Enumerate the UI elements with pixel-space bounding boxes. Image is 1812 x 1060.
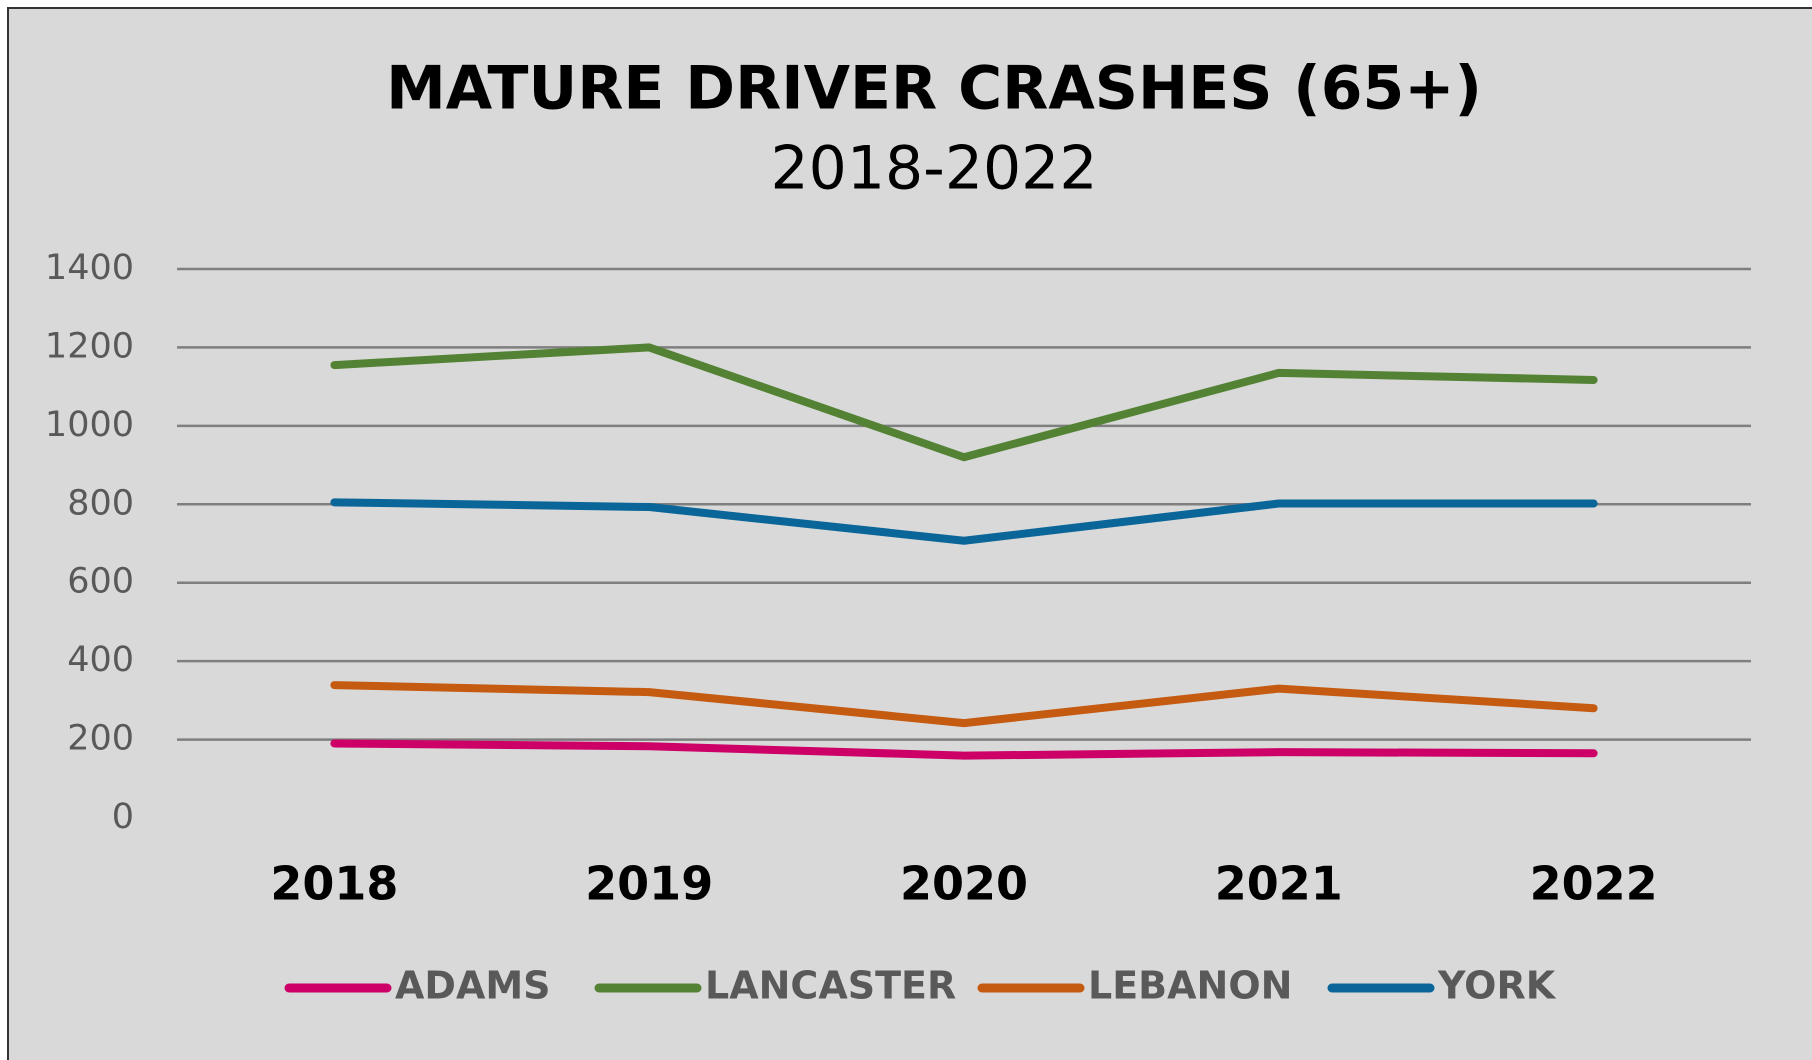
- legend-label: LEBANON: [1088, 964, 1292, 1008]
- y-tick-label: 800: [67, 483, 134, 523]
- x-tick-label: 2020: [900, 857, 1028, 911]
- series-line: [330, 498, 1598, 545]
- y-tick-label: 200: [67, 719, 134, 759]
- x-tick-label: 2021: [1215, 857, 1343, 911]
- legend-label: ADAMS: [395, 964, 551, 1008]
- x-tick-label: 2019: [585, 857, 713, 911]
- y-tick-label: 400: [67, 640, 134, 680]
- series-line: [330, 681, 1598, 728]
- legend-label: LANCASTER: [705, 964, 956, 1008]
- y-tick-label: 1000: [45, 405, 134, 445]
- y-tick-label: 1400: [45, 248, 134, 288]
- legend-label: YORK: [1437, 964, 1557, 1008]
- chart-title: MATURE DRIVER CRASHES (65+): [386, 54, 1482, 124]
- y-tick-label: 600: [67, 562, 134, 602]
- y-tick-label: 0: [112, 797, 134, 837]
- x-tick-label: 2022: [1530, 857, 1658, 911]
- chart-subtitle: 2018-2022: [770, 134, 1097, 204]
- y-tick-label: 1200: [45, 326, 134, 366]
- x-tick-label: 2018: [270, 857, 398, 911]
- series-line: [330, 739, 1598, 760]
- series-line: [330, 343, 1598, 462]
